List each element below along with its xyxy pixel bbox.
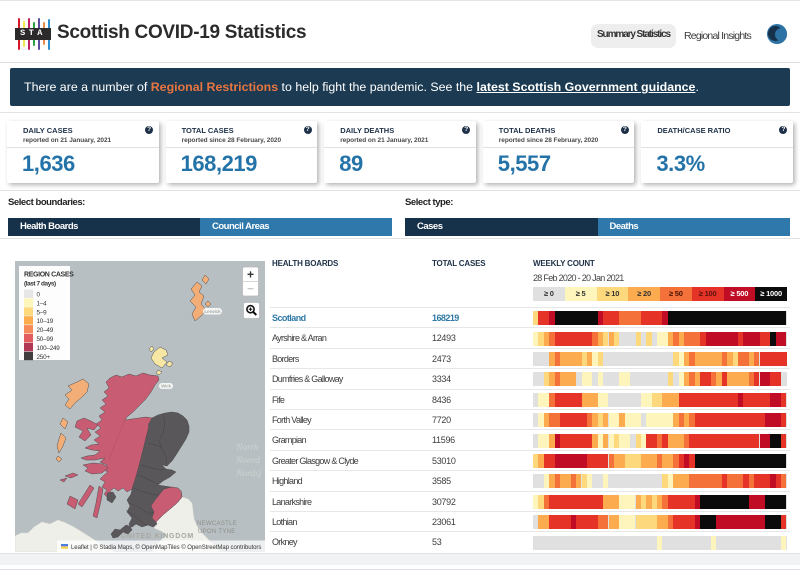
svg-text:North: North (235, 443, 258, 453)
svg-text:NEWCASTLE: NEWCASTLE (197, 521, 237, 527)
svg-text:−: − (247, 282, 254, 296)
svg-text:1–4: 1–4 (37, 300, 48, 307)
svg-text:Lerwick: Lerwick (204, 309, 221, 315)
svg-text:UNITED KINGDOM: UNITED KINGDOM (121, 533, 194, 540)
svg-text:0: 0 (37, 292, 41, 299)
svg-text:Wick: Wick (161, 384, 171, 389)
svg-text:250+: 250+ (37, 354, 51, 361)
svg-text:5–9: 5–9 (37, 309, 48, 316)
svg-text:REGION CASES: REGION CASES (24, 272, 74, 279)
svg-text:Noord: Noord (235, 456, 260, 466)
svg-text:20–49: 20–49 (37, 327, 54, 334)
svg-text:100–249: 100–249 (37, 345, 61, 352)
svg-text:(last 7 days): (last 7 days) (24, 281, 56, 288)
svg-text:Nordsj: Nordsj (235, 469, 262, 479)
svg-text:+: + (247, 268, 254, 282)
svg-text:Leaflet | © Stadia Maps, © Ope: Leaflet | © Stadia Maps, © OpenMapTiles … (71, 544, 261, 551)
svg-text:50–99: 50–99 (37, 336, 54, 343)
svg-text:UPON TYNE: UPON TYNE (198, 529, 236, 535)
svg-text:10–19: 10–19 (37, 318, 54, 325)
